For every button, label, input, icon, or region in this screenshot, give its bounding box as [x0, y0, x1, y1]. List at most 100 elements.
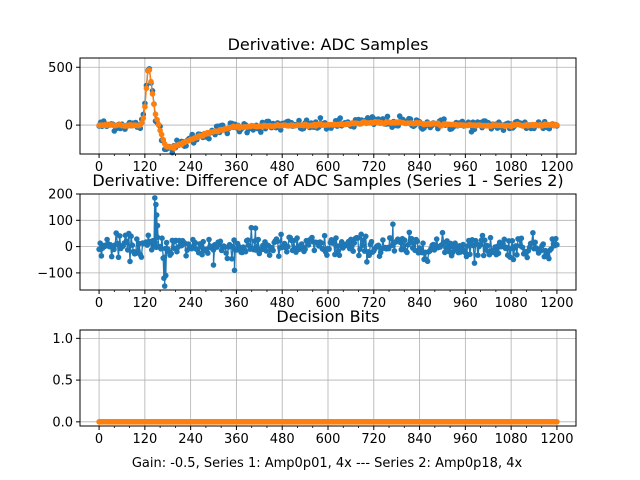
data-point	[318, 240, 324, 246]
data-point	[309, 234, 315, 241]
data-point	[242, 248, 249, 255]
data-point	[217, 238, 224, 245]
series-decision-bits	[96, 419, 560, 425]
chart-title: Decision Bits	[276, 307, 379, 326]
x-tick-label: 840	[407, 432, 432, 447]
data-point	[512, 243, 519, 249]
series-series-1-series-2	[96, 195, 560, 289]
data-point	[270, 247, 276, 254]
data-point	[255, 236, 261, 243]
data-point	[509, 238, 516, 244]
x-tick-label: 600	[316, 432, 341, 447]
data-point	[284, 249, 290, 255]
data-point	[330, 239, 337, 246]
x-tick-label: 960	[453, 296, 478, 311]
data-point	[158, 246, 164, 252]
x-tick-label: 720	[361, 432, 386, 447]
subplot-difference: 0 120 240 360 480 600 720 840 960 1080 1200 −100 0 10…	[37, 171, 577, 311]
data-point	[151, 101, 157, 107]
data-point	[355, 235, 361, 241]
x-tick-label: 0	[95, 296, 103, 311]
data-point	[159, 235, 165, 241]
data-point	[326, 246, 332, 252]
data-point	[104, 236, 110, 243]
data-point	[337, 115, 344, 121]
data-point	[161, 283, 168, 289]
data-point	[231, 267, 238, 274]
y-tick-label: 100	[48, 214, 73, 229]
data-point	[258, 129, 264, 135]
data-point	[116, 233, 123, 239]
x-tick-label: 240	[178, 296, 203, 311]
data-point	[149, 91, 156, 97]
data-point	[152, 111, 159, 117]
data-point	[519, 244, 526, 251]
data-point	[223, 250, 229, 256]
x-tick-label: 240	[178, 160, 203, 175]
data-point	[98, 253, 105, 259]
data-point	[294, 235, 300, 241]
data-point	[138, 254, 145, 260]
x-tick-label: 960	[453, 432, 478, 447]
data-point	[538, 247, 544, 254]
data-point	[224, 130, 231, 137]
data-point	[128, 233, 134, 239]
data-point	[111, 246, 117, 253]
data-point	[495, 250, 502, 257]
data-point	[338, 239, 345, 245]
data-point	[321, 232, 328, 239]
data-point	[210, 262, 217, 268]
data-point	[532, 239, 538, 246]
data-point	[229, 255, 235, 262]
data-point	[368, 238, 375, 245]
data-point	[530, 230, 536, 236]
subplot-decision-bits: 0 120 240 360 480 600 720 840 960 1080 1200 0.0 0.5 1…	[52, 307, 577, 447]
data-point	[303, 117, 310, 123]
data-point	[351, 240, 358, 246]
data-point	[501, 236, 508, 243]
data-point	[332, 251, 338, 258]
data-point	[414, 238, 421, 245]
data-point	[482, 237, 488, 243]
x-tick-label: 600	[316, 296, 341, 311]
data-point	[155, 121, 162, 128]
chart-title: Derivative: ADC Samples	[228, 35, 429, 54]
x-tick-label: 360	[224, 296, 249, 311]
data-point	[224, 255, 231, 262]
data-point	[146, 67, 153, 73]
data-point	[540, 241, 546, 247]
x-tick-label: 120	[132, 160, 157, 175]
data-point	[450, 249, 456, 256]
data-point	[518, 235, 525, 242]
data-point	[335, 248, 342, 254]
data-point	[553, 235, 559, 242]
data-point	[404, 249, 410, 256]
data-point	[114, 240, 121, 247]
data-point	[433, 236, 440, 242]
data-point	[356, 252, 362, 259]
data-point	[124, 247, 131, 253]
data-point	[296, 117, 302, 124]
x-tick-label: 1200	[540, 296, 573, 311]
x-tick-label: 720	[361, 160, 386, 175]
data-point	[206, 135, 212, 142]
data-point	[471, 260, 478, 266]
data-point	[364, 259, 370, 265]
x-tick-label: 480	[270, 160, 295, 175]
data-point	[424, 258, 431, 265]
x-tick-label: 0	[95, 160, 103, 175]
data-point	[199, 251, 205, 258]
data-point	[154, 222, 161, 229]
data-point	[408, 235, 415, 242]
data-point	[163, 239, 170, 246]
y-tick-label: 200	[48, 188, 73, 203]
data-point	[333, 235, 339, 241]
y-tick-label: 0	[65, 119, 73, 134]
data-point	[245, 237, 251, 243]
data-point	[129, 242, 136, 248]
data-point	[554, 122, 560, 128]
data-point	[134, 236, 140, 242]
data-point	[231, 237, 237, 243]
data-point	[480, 252, 487, 259]
data-point	[336, 252, 343, 259]
